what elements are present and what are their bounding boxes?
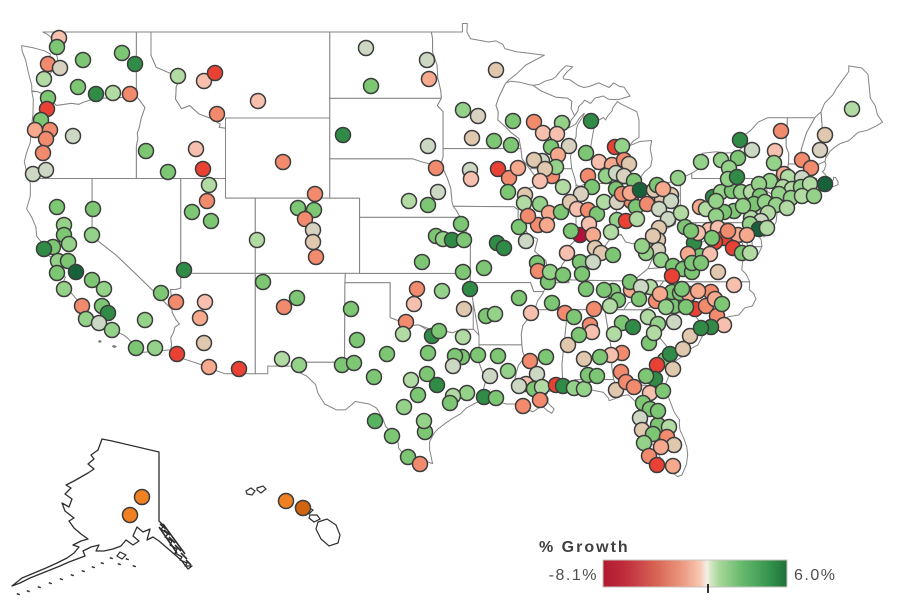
svg-text:% Growth: % Growth [539, 539, 630, 556]
svg-text:6.0%: 6.0% [794, 567, 836, 584]
svg-text:-8.1%: -8.1% [549, 567, 598, 584]
